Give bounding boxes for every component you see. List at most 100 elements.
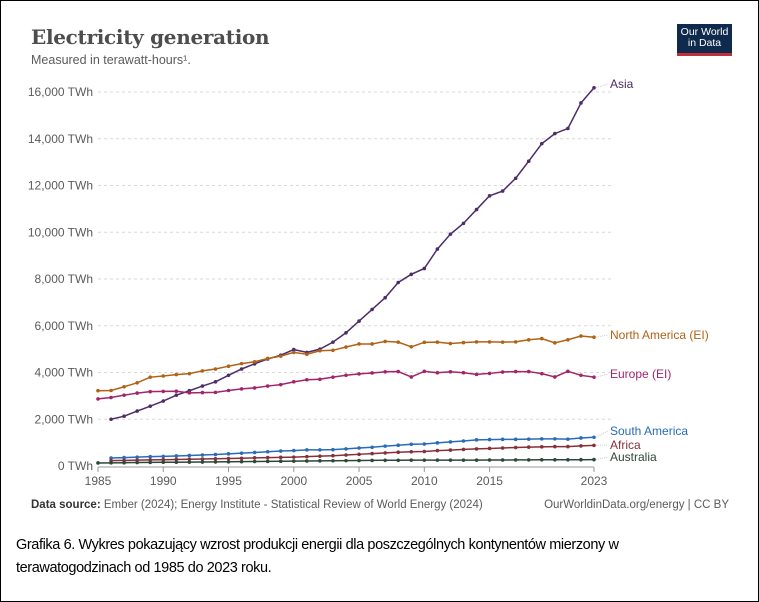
- data-point: [422, 369, 427, 374]
- data-point: [539, 458, 544, 462]
- series-label[interactable]: Europe (EI): [610, 367, 671, 381]
- y-tick-label: 2,000 TWh: [35, 412, 93, 426]
- data-point: [122, 393, 126, 397]
- data-point: [513, 458, 518, 462]
- data-point: [592, 375, 596, 379]
- data-point: [513, 445, 518, 450]
- series-australia[interactable]: [96, 457, 596, 465]
- data-point: [500, 437, 505, 442]
- data-point: [566, 126, 570, 131]
- data-point: [148, 460, 153, 465]
- series-south-america[interactable]: [109, 435, 596, 460]
- data-point: [526, 445, 531, 449]
- data-point: [474, 447, 479, 451]
- data-point: [357, 319, 361, 323]
- data-point: [370, 445, 374, 450]
- data-point: [252, 450, 257, 455]
- data-point: [109, 395, 113, 400]
- series-label[interactable]: North America (EI): [610, 328, 709, 342]
- data-point: [553, 437, 557, 441]
- data-point: [487, 458, 492, 462]
- data-point: [474, 372, 479, 377]
- x-tick-label: 2000: [280, 474, 307, 488]
- data-point: [135, 380, 139, 385]
- data-point: [265, 449, 270, 454]
- data-point: [513, 437, 518, 442]
- data-point: [370, 307, 374, 312]
- data-point: [370, 451, 374, 456]
- data-point: [331, 375, 335, 379]
- data-point: [448, 341, 453, 346]
- data-point: [331, 447, 335, 452]
- data-point: [553, 375, 557, 379]
- data-point: [305, 377, 309, 382]
- series-europe-ei[interactable]: [96, 369, 596, 401]
- chart-subtitle: Measured in terawatt-hours¹.: [31, 53, 191, 67]
- data-point: [422, 449, 427, 454]
- data-point: [174, 393, 179, 397]
- credit-link[interactable]: OurWorldinData.org/energy | CC BY: [544, 499, 729, 511]
- data-point: [461, 458, 466, 462]
- data-point: [383, 458, 387, 463]
- data-point: [461, 447, 466, 452]
- series-label[interactable]: South America: [610, 424, 688, 438]
- data-point: [122, 455, 126, 460]
- data-point: [422, 340, 427, 345]
- data-point: [396, 340, 401, 344]
- data-point: [135, 409, 139, 413]
- data-point: [344, 373, 348, 378]
- data-source-text: Ember (2024); Energy Institute - Statist…: [100, 499, 483, 511]
- data-point: [187, 391, 192, 395]
- data-point: [109, 388, 113, 393]
- data-point: [278, 449, 283, 453]
- data-point: [187, 460, 192, 464]
- data-point: [448, 448, 453, 452]
- data-point: [409, 449, 414, 454]
- series-label[interactable]: Asia: [610, 77, 634, 91]
- data-point: [305, 459, 309, 463]
- data-point: [435, 340, 440, 344]
- data-point: [435, 247, 440, 251]
- data-point: [500, 458, 505, 462]
- data-point: [135, 455, 139, 459]
- data-point: [344, 345, 348, 349]
- data-point: [592, 443, 596, 448]
- data-point: [135, 460, 139, 465]
- data-point: [553, 341, 557, 345]
- data-point: [461, 340, 466, 345]
- figure-caption: Grafika 6. Wykres pokazujący wzrost prod…: [16, 537, 619, 576]
- label-connector: [595, 373, 609, 378]
- data-point: [409, 344, 414, 349]
- data-point: [513, 340, 518, 344]
- logo-line-1: Our World: [680, 26, 729, 38]
- data-point: [213, 460, 218, 464]
- x-tick-label: 2010: [411, 474, 438, 488]
- series-africa[interactable]: [109, 443, 596, 463]
- owid-logo[interactable]: Our World in Data: [677, 24, 732, 56]
- data-point: [122, 384, 126, 389]
- series-label[interactable]: Africa: [610, 438, 641, 452]
- data-point: [579, 334, 583, 338]
- data-point: [252, 456, 257, 460]
- data-point: [526, 437, 531, 441]
- label-connector: [595, 430, 609, 438]
- data-point: [161, 399, 166, 403]
- data-point: [148, 454, 153, 459]
- data-point: [213, 367, 218, 371]
- data-point: [174, 389, 179, 394]
- data-point: [200, 460, 205, 464]
- series-north-america-ei[interactable]: [96, 334, 596, 393]
- data-point: [566, 369, 570, 374]
- series-asia[interactable]: [109, 85, 596, 422]
- data-point: [357, 452, 361, 457]
- data-point: [487, 193, 492, 198]
- data-point: [422, 266, 427, 271]
- data-point: [226, 373, 231, 378]
- data-point: [174, 454, 179, 458]
- x-tick-label: 1985: [85, 474, 112, 488]
- data-point: [187, 457, 192, 462]
- x-tick-label: 1995: [215, 474, 242, 488]
- series-label[interactable]: Australia: [610, 450, 657, 464]
- data-point: [344, 447, 348, 451]
